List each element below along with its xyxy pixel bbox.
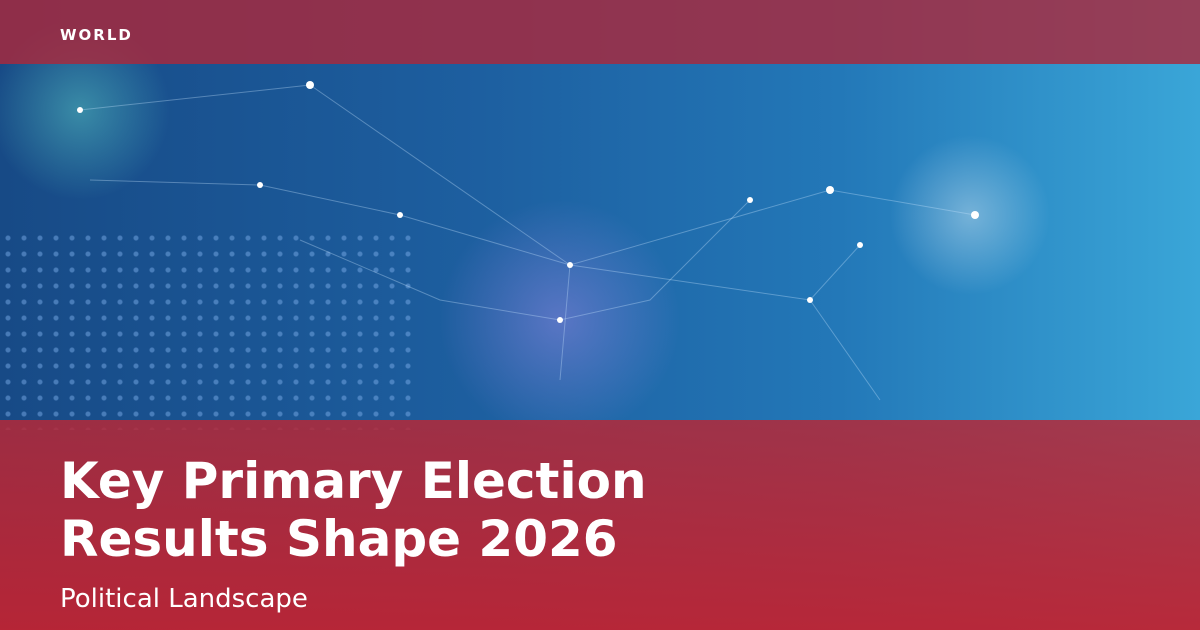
article-subtitle: Political Landscape <box>60 584 308 614</box>
category-label: WORLD <box>60 26 133 44</box>
article-title: Key Primary Election Results Shape 2026 <box>60 452 647 568</box>
map-dot-grid <box>0 230 420 430</box>
bottom-band <box>0 420 1200 630</box>
top-band <box>0 0 1200 64</box>
